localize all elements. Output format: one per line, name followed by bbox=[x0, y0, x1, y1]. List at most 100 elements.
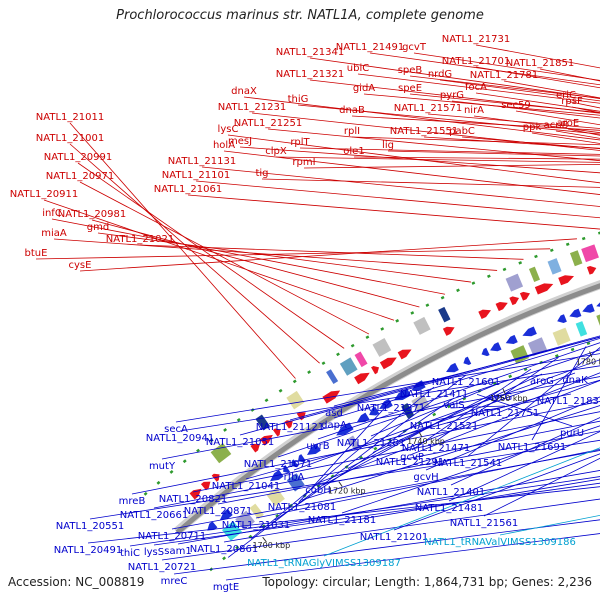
reverse-gene-label[interactable]: NATL1_21481 bbox=[415, 503, 483, 514]
forward-gene-label[interactable]: lig bbox=[382, 140, 394, 151]
reverse-gene-label[interactable]: NATL1_21691 bbox=[498, 442, 566, 453]
forward-gene-label[interactable]: rplI bbox=[344, 126, 360, 137]
reverse-gene-label[interactable]: sam1 bbox=[164, 546, 191, 557]
forward-gene-label[interactable]: NATL1_20971 bbox=[46, 171, 114, 182]
forward-gene-label[interactable]: aroE bbox=[557, 118, 579, 129]
forward-gene-label[interactable]: mesJ bbox=[228, 136, 252, 147]
forward-gene-label[interactable]: NATL1_21551 bbox=[390, 126, 458, 137]
forward-gene-label[interactable]: ppk bbox=[523, 122, 542, 133]
forward-gene-label[interactable]: pabC bbox=[449, 126, 475, 137]
forward-gene-label[interactable]: acnB bbox=[544, 120, 569, 131]
forward-gene-label[interactable]: thiG bbox=[288, 94, 309, 105]
reverse-gene-label[interactable]: cobH bbox=[305, 485, 330, 496]
reverse-gene-label[interactable]: NATL1_20861 bbox=[190, 544, 258, 555]
forward-gene-arrow[interactable] bbox=[272, 428, 281, 437]
reverse-gene-arrow[interactable] bbox=[569, 308, 582, 318]
forward-gene-arrow[interactable] bbox=[250, 443, 261, 453]
reverse-gene-label[interactable]: aroG bbox=[530, 376, 554, 387]
reverse-gene-label[interactable]: secA bbox=[164, 424, 188, 435]
reverse-gene-label[interactable]: NATL1_20871 bbox=[184, 506, 252, 517]
reverse-gene-arrow[interactable] bbox=[596, 297, 600, 307]
reverse-gene-label[interactable]: NATL1_21401 bbox=[417, 487, 485, 498]
rna-gene-label[interactable]: NATL1_tRNAValVIMSS1309186 bbox=[424, 537, 576, 548]
reverse-gene-label[interactable]: purU bbox=[560, 428, 584, 439]
reverse-gene-label[interactable]: NATL1_21041 bbox=[212, 481, 280, 492]
forward-gene-label[interactable]: focA bbox=[465, 82, 487, 93]
forward-gene-label[interactable]: nrdG bbox=[428, 69, 452, 80]
forward-gene-label[interactable]: btuE bbox=[25, 248, 48, 259]
reverse-gene-label[interactable]: mgtE bbox=[213, 582, 239, 593]
reverse-gene-label[interactable]: gcvH bbox=[413, 472, 438, 483]
reverse-gene-label[interactable]: NATL1_20491 bbox=[54, 545, 122, 556]
reverse-gene-arrow[interactable] bbox=[219, 508, 233, 521]
reverse-gene-label[interactable]: NATL1_21561 bbox=[450, 518, 518, 529]
forward-gene-arrow[interactable] bbox=[558, 275, 575, 286]
reverse-gene-label[interactable]: NATL1_21751 bbox=[471, 408, 539, 419]
reverse-gene-arrow[interactable] bbox=[356, 412, 370, 423]
forward-gene-label[interactable]: NATL1_21341 bbox=[276, 47, 344, 58]
reverse-gene-label[interactable]: NATL1_21831 bbox=[537, 396, 600, 407]
reverse-gene-label[interactable]: NATL1_20721 bbox=[128, 562, 196, 573]
forward-gene-arrow[interactable] bbox=[259, 434, 273, 446]
reverse-gene-label[interactable]: NATL1_20551 bbox=[56, 521, 124, 532]
forward-gene-label[interactable]: NATL1_21851 bbox=[506, 58, 574, 69]
forward-gene-label[interactable]: dnaB bbox=[339, 105, 365, 116]
forward-gene-label[interactable]: speE bbox=[398, 83, 422, 94]
forward-gene-label[interactable]: NATL1_21011 bbox=[36, 112, 104, 123]
forward-gene-label[interactable]: holA bbox=[213, 140, 235, 151]
forward-gene-label[interactable]: ubiC bbox=[347, 63, 369, 74]
reverse-gene-label[interactable]: NATL1_20711 bbox=[138, 531, 206, 542]
forward-gene-label[interactable]: rpmI bbox=[292, 157, 315, 168]
forward-gene-arrow[interactable] bbox=[354, 372, 370, 385]
reverse-gene-label[interactable]: dnaK bbox=[562, 375, 588, 386]
reverse-gene-arrow[interactable] bbox=[369, 406, 380, 416]
forward-gene-label[interactable]: rpsF bbox=[561, 96, 583, 107]
reverse-gene-label[interactable]: NATL1_21281 bbox=[337, 438, 405, 449]
reverse-gene-arrow[interactable] bbox=[582, 303, 595, 313]
forward-gene-arrow[interactable] bbox=[296, 411, 306, 421]
reverse-gene-arrow[interactable] bbox=[463, 356, 472, 366]
reverse-gene-label[interactable]: asd bbox=[325, 408, 343, 419]
forward-gene-label[interactable]: pyrG bbox=[440, 90, 464, 101]
forward-gene-label[interactable]: clpX bbox=[265, 146, 287, 157]
reverse-gene-label[interactable]: NATL1_21181 bbox=[308, 515, 376, 526]
forward-gene-arrow[interactable] bbox=[509, 296, 520, 306]
forward-gene-label[interactable]: NATL1_21061 bbox=[154, 184, 222, 195]
reverse-gene-label[interactable]: NATL1_21541 bbox=[434, 458, 502, 469]
reverse-gene-label[interactable]: NATL1_21601 bbox=[432, 377, 500, 388]
forward-gene-arrow[interactable] bbox=[189, 488, 202, 500]
reverse-gene-label[interactable]: NATL1_21121 bbox=[256, 422, 324, 433]
reverse-gene-label[interactable]: valS bbox=[443, 400, 464, 411]
reverse-gene-label[interactable]: dapA bbox=[321, 420, 347, 431]
forward-gene-label[interactable]: infC bbox=[42, 208, 62, 219]
reverse-gene-arrow[interactable] bbox=[207, 521, 218, 531]
forward-gene-label[interactable]: NATL1_21731 bbox=[442, 34, 510, 45]
reverse-gene-label[interactable]: NATL1_20821 bbox=[159, 494, 227, 505]
forward-gene-label[interactable]: NATL1_21321 bbox=[276, 69, 344, 80]
forward-gene-arrow[interactable] bbox=[200, 481, 211, 491]
rna-gene-label[interactable]: NATL1_tRNAGlyVIMSS1309187 bbox=[247, 558, 401, 569]
reverse-gene-label[interactable]: NATL1_20941 bbox=[146, 433, 214, 444]
forward-gene-label[interactable]: sec59 bbox=[501, 100, 531, 111]
forward-gene-label[interactable]: NATL1_21131 bbox=[168, 156, 236, 167]
forward-gene-label[interactable]: eriC bbox=[556, 90, 576, 101]
reverse-gene-label[interactable]: NATL1_21051 bbox=[206, 437, 274, 448]
forward-gene-label[interactable]: miaA bbox=[41, 228, 67, 239]
forward-gene-label[interactable]: NATL1_21021 bbox=[106, 234, 174, 245]
forward-gene-label[interactable]: NATL1_21781 bbox=[470, 70, 538, 81]
forward-gene-label[interactable]: dnaX bbox=[231, 86, 257, 97]
reverse-gene-label[interactable]: mreB bbox=[119, 496, 146, 507]
reverse-gene-label[interactable]: NATL1_21081 bbox=[268, 502, 336, 513]
forward-gene-arrow[interactable] bbox=[586, 265, 597, 275]
reverse-gene-label[interactable]: NATL1_20661 bbox=[120, 510, 188, 521]
forward-gene-label[interactable]: NATL1_21251 bbox=[234, 118, 302, 129]
reverse-gene-label[interactable]: cysG bbox=[488, 392, 512, 403]
reverse-gene-label[interactable]: NATL1_21291 bbox=[376, 457, 444, 468]
forward-gene-label[interactable]: NATL1_21571 bbox=[394, 103, 462, 114]
forward-gene-label[interactable]: NATL1_20981 bbox=[58, 209, 126, 220]
forward-gene-label[interactable]: gcvT bbox=[402, 42, 427, 53]
reverse-gene-label[interactable]: NATL1_21071 bbox=[244, 459, 312, 470]
forward-gene-arrow[interactable] bbox=[495, 301, 508, 312]
reverse-gene-label[interactable]: NATL1_21411 bbox=[400, 389, 468, 400]
reverse-gene-label[interactable]: mreC bbox=[161, 576, 188, 587]
